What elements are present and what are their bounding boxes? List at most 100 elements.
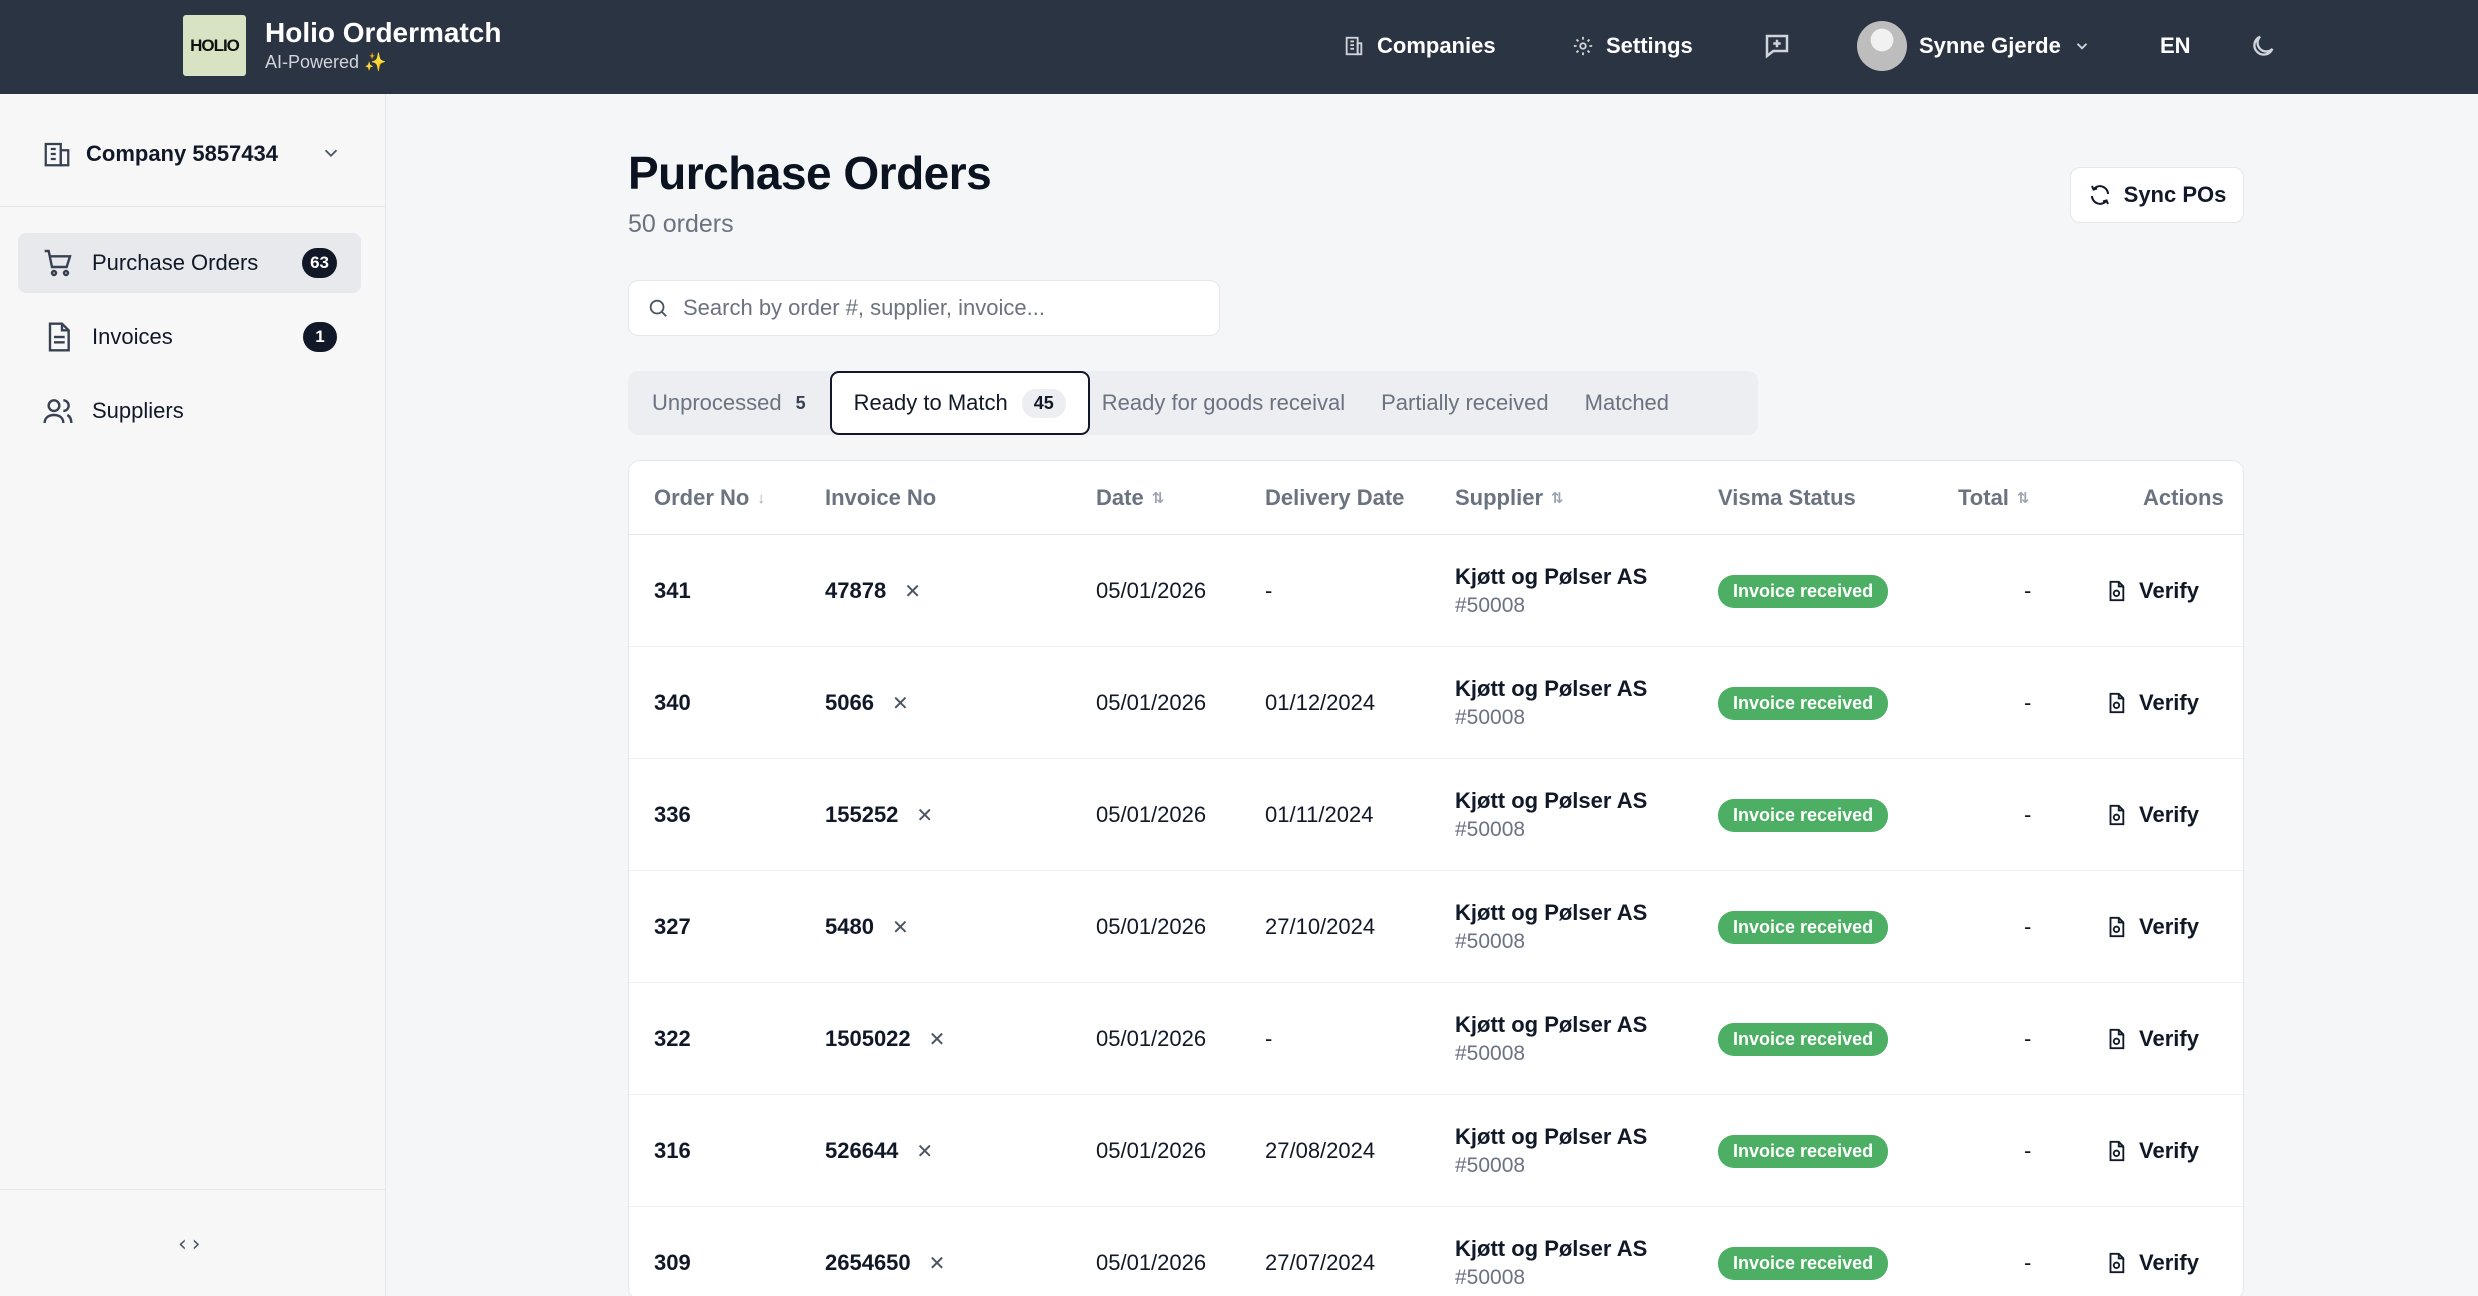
remove-invoice-icon[interactable]: ✕ (916, 1140, 934, 1163)
orders-table: Order No ↓ Invoice No Date ⇅ Delivery Date… (628, 460, 2244, 1296)
table-row[interactable]: 309 2654650 ✕ 05/01/2026 27/07/2024 Kjøtt og … (629, 1207, 2243, 1296)
column-header-order-no[interactable]: Order No ↓ (654, 485, 765, 511)
chevron-down-icon (324, 149, 338, 158)
order-no: 341 (654, 578, 691, 603)
verify-label: Verify (2139, 1250, 2199, 1275)
invoice-no: 47878 (825, 578, 887, 603)
verify-button[interactable]: Verify (2105, 759, 2199, 871)
file-check-icon (2109, 916, 2125, 938)
nav-settings[interactable]: Settings (1572, 28, 1693, 64)
tab-unprocessed[interactable]: Unprocessed 5 (628, 371, 830, 435)
delivery-date: 01/12/2024 (1265, 690, 1376, 715)
table-header: Order No ↓ Invoice No Date ⇅ Delivery Date… (629, 461, 2243, 535)
company-selector[interactable]: Company 5857434 (42, 136, 342, 172)
supplier-name: Kjøtt og Pølser AS (1455, 676, 1648, 701)
tab-ready-for-goods-receival[interactable]: Ready for goods receival (1090, 371, 1357, 435)
column-header-date[interactable]: Date ⇅ (1096, 485, 1164, 511)
verify-label: Verify (2139, 1138, 2199, 1163)
sort-icon: ⇅ (1551, 490, 1564, 507)
delivery-date: - (1265, 578, 1273, 603)
status-badge: Invoice received (1718, 1134, 1889, 1168)
tab-matched[interactable]: Matched (1561, 371, 1681, 435)
supplier-cell: Kjøtt og Pølser AS #50008 (1455, 1095, 1647, 1207)
status-badge: Invoice received (1718, 1022, 1889, 1056)
remove-invoice-icon[interactable]: ✕ (891, 916, 909, 939)
table-row[interactable]: 336 155252 ✕ 05/01/2026 01/11/2024 Kjøtt og P… (629, 759, 2243, 871)
app-title: Holio Ordermatch (265, 17, 502, 48)
sidebar-item-label: Suppliers (92, 398, 184, 423)
sort-desc-icon: ↓ (757, 489, 765, 507)
remove-invoice-icon[interactable]: ✕ (891, 692, 909, 715)
table-row[interactable]: 316 526644 ✕ 05/01/2026 27/08/2024 Kjøtt og P… (629, 1095, 2243, 1207)
supplier-id: #50008 (1455, 594, 1526, 617)
column-header-actions: Actions (2143, 485, 2224, 511)
remove-invoice-icon[interactable]: ✕ (928, 1028, 946, 1051)
verify-button[interactable]: Verify (2105, 1207, 2199, 1296)
file-check-icon (2109, 580, 2125, 602)
building-icon (1345, 36, 1363, 56)
supplier-name: Kjøtt og Pølser AS (1455, 1236, 1648, 1261)
theme-toggle[interactable] (2249, 28, 2277, 64)
order-total: - (2024, 1138, 2032, 1163)
remove-invoice-icon[interactable]: ✕ (916, 804, 934, 827)
users-icon (43, 399, 73, 424)
sidebar-divider (0, 1189, 386, 1190)
verify-button[interactable]: Verify (2105, 871, 2199, 983)
verify-button[interactable]: Verify (2105, 535, 2199, 647)
sync-pos-button[interactable]: Sync POs (2070, 167, 2244, 223)
file-check-icon (2109, 1028, 2125, 1050)
building-icon (44, 142, 70, 167)
tab-count: 45 (1021, 388, 1066, 418)
tab-label: Ready for goods receival (1101, 390, 1346, 415)
status-badge: Invoice received (1718, 1246, 1889, 1280)
column-header-total[interactable]: Total ⇅ (1958, 485, 2030, 511)
avatar (1857, 21, 1907, 71)
tab-partially-received[interactable]: Partially received (1357, 371, 1561, 435)
status-cell: Invoice received (1718, 1207, 1889, 1296)
company-name: Company 5857434 (86, 141, 278, 166)
nav-companies[interactable]: Companies (1343, 28, 1496, 64)
remove-invoice-icon[interactable]: ✕ (904, 580, 921, 603)
verify-button[interactable]: Verify (2105, 647, 2199, 759)
status-badge: Invoice received (1718, 574, 1889, 608)
supplier-name: Kjøtt og Pølser AS (1455, 900, 1648, 925)
supplier-cell: Kjøtt og Pølser AS #50008 (1455, 1207, 1647, 1296)
supplier-cell: Kjøtt og Pølser AS #50008 (1455, 759, 1647, 871)
supplier-id: #50008 (1455, 1154, 1526, 1177)
order-date: 05/01/2026 (1096, 690, 1207, 715)
column-label: Delivery Date (1265, 485, 1405, 510)
sidebar-item-label: Invoices (92, 324, 173, 349)
feedback-button[interactable] (1762, 28, 1792, 64)
search-input[interactable] (683, 295, 1203, 321)
remove-invoice-icon[interactable]: ✕ (928, 1252, 946, 1275)
sidebar-item-purchase-orders[interactable]: Purchase Orders 63 (18, 233, 361, 293)
moon-icon (2253, 35, 2274, 56)
delivery-date: - (1265, 1026, 1273, 1051)
table-row[interactable]: 327 5480 ✕ 05/01/2026 27/10/2024 Kjøtt og Pøl… (629, 871, 2243, 983)
table-row[interactable]: 322 1505022 ✕ 05/01/2026 - Kjøtt og Pølser AS… (629, 983, 2243, 1095)
verify-label: Verify (2139, 690, 2199, 715)
table-row[interactable]: 341 47878 ✕ 05/01/2026 - Kjøtt og Pølser AS #5… (629, 535, 2243, 647)
sidebar-item-suppliers[interactable]: Suppliers (18, 381, 361, 441)
table-row[interactable]: 340 5066 ✕ 05/01/2026 01/12/2024 Kjøtt og Pøl… (629, 647, 2243, 759)
language-switch[interactable]: EN (2160, 33, 2191, 58)
app-logo[interactable]: HOLIO (183, 15, 246, 76)
app-subtitle: AI-Powered ✨ (265, 52, 387, 72)
tab-label: Ready to Match (853, 390, 1008, 415)
supplier-cell: Kjøtt og Pølser AS #50008 (1455, 647, 1647, 759)
sidebar-item-invoices[interactable]: Invoices 1 (18, 307, 361, 367)
order-date: 05/01/2026 (1096, 1250, 1207, 1275)
sidebar-divider (0, 206, 386, 207)
verify-button[interactable]: Verify (2105, 1095, 2199, 1207)
tab-ready-to-match[interactable]: Ready to Match 45 (829, 371, 1090, 435)
user-menu[interactable]: Synne Gjerde (1857, 21, 2091, 71)
invoice-no-cell: 47878 ✕ (825, 535, 921, 647)
invoice-no-cell: 5480 ✕ (825, 871, 909, 983)
order-total: - (2024, 578, 2032, 603)
verify-button[interactable]: Verify (2105, 983, 2199, 1095)
supplier-name: Kjøtt og Pølser AS (1455, 1012, 1648, 1037)
verify-label: Verify (2139, 914, 2199, 939)
file-check-icon (2109, 804, 2125, 826)
sidebar-collapse-toggle[interactable]: ‹› (176, 1232, 203, 1257)
column-header-supplier[interactable]: Supplier ⇅ (1455, 485, 1564, 511)
